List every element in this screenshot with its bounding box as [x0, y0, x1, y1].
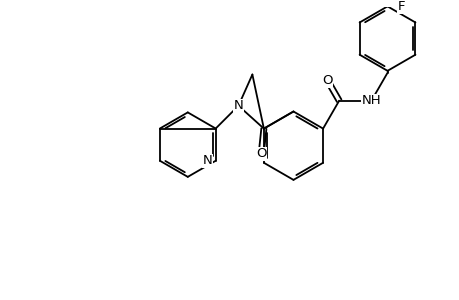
Text: O: O — [321, 74, 332, 87]
Text: N: N — [202, 154, 213, 167]
Text: NH: NH — [361, 94, 381, 107]
Text: O: O — [255, 147, 266, 161]
Text: N: N — [233, 99, 243, 112]
Text: F: F — [397, 0, 404, 13]
